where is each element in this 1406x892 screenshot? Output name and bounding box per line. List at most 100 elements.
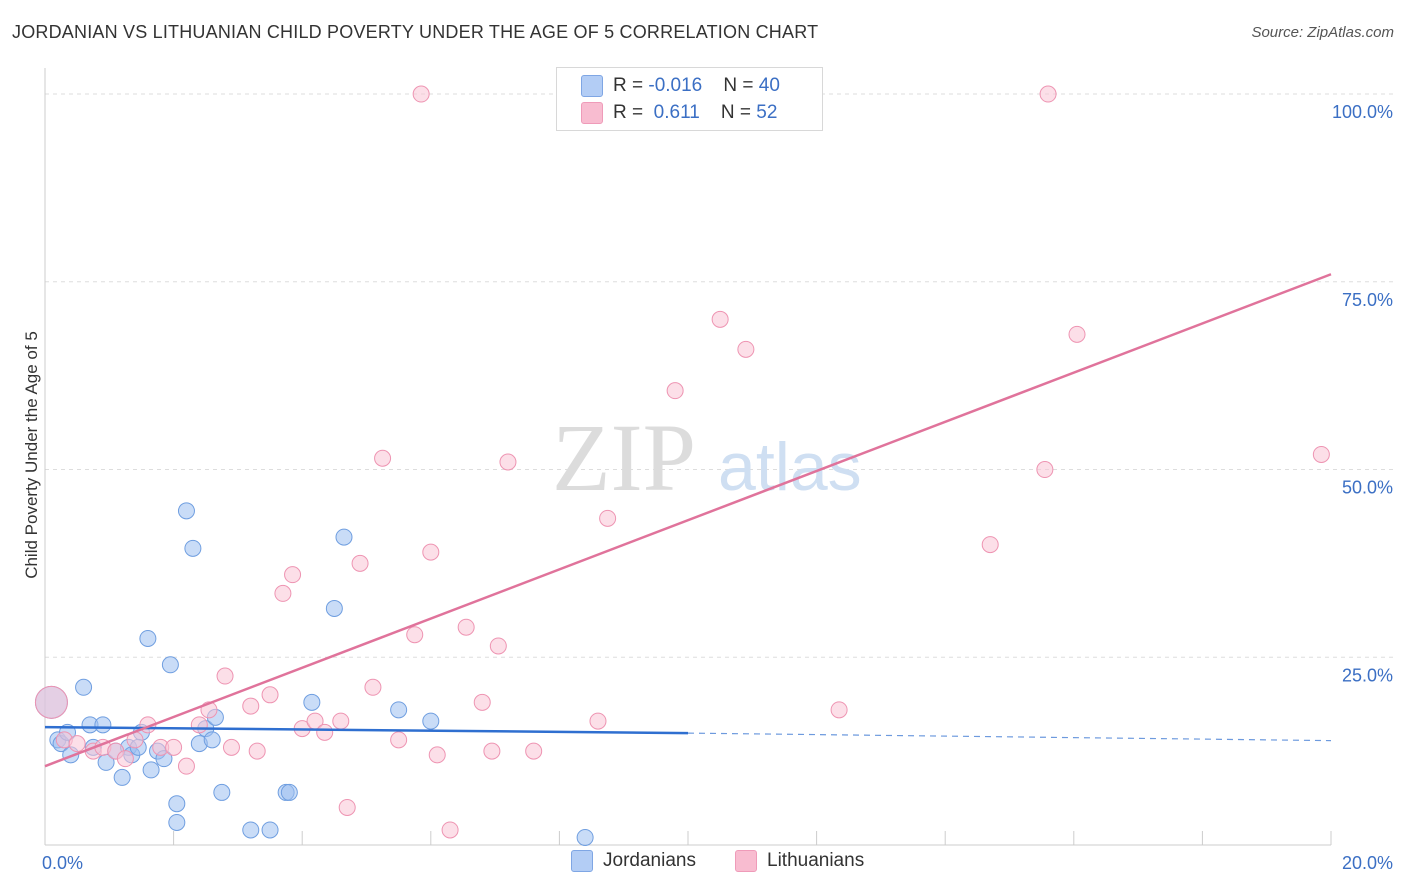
point-lithuanians xyxy=(457,618,475,636)
x-tick-label: 20.0% xyxy=(1342,853,1393,873)
point-lithuanians xyxy=(316,723,334,741)
trendline-jordanians-extension xyxy=(687,732,1332,742)
series-legend: Jordanians Lithuanians xyxy=(0,850,1406,878)
point-lithuanians xyxy=(68,735,86,753)
legend-swatch-lithuanians xyxy=(735,850,757,872)
point-jordanians xyxy=(390,701,408,719)
r-label: R = xyxy=(613,75,649,96)
point-lithuanians xyxy=(666,382,684,400)
point-jordanians xyxy=(213,783,231,801)
point-jordanians xyxy=(242,821,260,839)
point-lithuanians xyxy=(499,453,517,471)
point-lithuanians xyxy=(190,716,208,734)
point-jordanians xyxy=(161,656,179,674)
point-lithuanians xyxy=(737,340,755,358)
source-label: Source: ZipAtlas.com xyxy=(1251,24,1394,41)
points xyxy=(34,85,1330,846)
legend-label-jordanians: Jordanians xyxy=(603,850,696,871)
point-lithuanians xyxy=(406,626,424,644)
point-lithuanians xyxy=(489,637,507,655)
point-lithuanians xyxy=(261,686,279,704)
point-lithuanians xyxy=(284,566,302,584)
point-jordanians xyxy=(280,783,298,801)
point-jordanians xyxy=(168,813,186,831)
point-lithuanians xyxy=(34,685,68,719)
r-value: 0.611 xyxy=(648,102,700,123)
y-tick-label: 75.0% xyxy=(1342,290,1393,310)
point-lithuanians xyxy=(711,310,729,328)
point-lithuanians xyxy=(525,742,543,760)
r-label: R = xyxy=(613,102,649,123)
point-lithuanians xyxy=(830,701,848,719)
point-lithuanians xyxy=(1036,461,1054,479)
point-lithuanians xyxy=(216,667,234,685)
legend-swatch-lithuanians xyxy=(581,102,603,124)
point-lithuanians xyxy=(473,693,491,711)
point-lithuanians xyxy=(1068,325,1086,343)
watermark: ZIP atlas xyxy=(552,404,862,511)
point-lithuanians xyxy=(165,738,183,756)
point-lithuanians xyxy=(248,742,266,760)
legend-swatch-jordanians xyxy=(581,75,603,97)
point-lithuanians xyxy=(1039,85,1057,103)
point-jordanians xyxy=(94,716,112,734)
point-lithuanians xyxy=(390,731,408,749)
legend-label-lithuanians: Lithuanians xyxy=(767,850,865,871)
r-value: -0.016 xyxy=(648,75,703,96)
legend-item-jordanians[interactable]: Jordanians xyxy=(571,850,696,872)
n-label: N = xyxy=(720,102,757,123)
point-lithuanians xyxy=(441,821,459,839)
n-label: N = xyxy=(723,75,759,96)
point-jordanians xyxy=(142,761,160,779)
point-lithuanians xyxy=(351,554,369,572)
point-lithuanians xyxy=(242,697,260,715)
point-jordanians xyxy=(261,821,279,839)
point-lithuanians xyxy=(422,543,440,561)
point-lithuanians xyxy=(274,584,292,602)
point-jordanians xyxy=(303,693,321,711)
n-value: 40 xyxy=(758,75,780,96)
point-jordanians xyxy=(168,795,186,813)
point-lithuanians xyxy=(116,750,134,768)
point-lithuanians xyxy=(332,712,350,730)
point-lithuanians xyxy=(338,798,356,816)
point-lithuanians xyxy=(412,85,430,103)
point-jordanians xyxy=(325,599,343,617)
point-lithuanians xyxy=(428,746,446,764)
point-lithuanians xyxy=(364,678,382,696)
point-lithuanians xyxy=(589,712,607,730)
trend-lines xyxy=(44,273,1332,768)
legend-stats-lithuanians: R = 0.611 N = 52 xyxy=(613,102,777,124)
legend-item-lithuanians[interactable]: Lithuanians xyxy=(735,850,864,872)
point-lithuanians xyxy=(177,757,195,775)
point-jordanians xyxy=(139,629,157,647)
watermark-zip: ZIP xyxy=(552,404,696,511)
chart-title: JORDANIAN VS LITHUANIAN CHILD POVERTY UN… xyxy=(12,22,819,42)
point-jordanians xyxy=(203,731,221,749)
point-jordanians xyxy=(113,768,131,786)
point-lithuanians xyxy=(222,738,240,756)
tick-labels: 25.0% 50.0% 75.0% 100.0% 0.0% 20.0% xyxy=(42,102,1393,873)
point-jordanians xyxy=(422,712,440,730)
n-value: 52 xyxy=(756,102,778,123)
point-lithuanians xyxy=(483,742,501,760)
y-tick-label: 25.0% xyxy=(1342,665,1393,685)
point-jordanians xyxy=(335,528,353,546)
point-jordanians xyxy=(177,502,195,520)
point-jordanians xyxy=(184,539,202,557)
point-lithuanians xyxy=(599,509,617,527)
legend-stats-jordanians: R = -0.016 N = 40 xyxy=(613,75,780,97)
x-tick-label: 0.0% xyxy=(42,853,83,873)
point-lithuanians xyxy=(374,449,392,467)
y-tick-label: 50.0% xyxy=(1342,478,1393,498)
grid xyxy=(45,93,1395,658)
point-jordanians xyxy=(576,828,594,846)
point-jordanians xyxy=(75,678,93,696)
trendline-jordanians xyxy=(44,725,689,735)
y-tick-label: 100.0% xyxy=(1332,102,1393,122)
point-lithuanians xyxy=(981,536,999,554)
legend-swatch-jordanians xyxy=(571,850,593,872)
correlation-legend: R = -0.016 N = 40 R = 0.611 N = 52 xyxy=(556,67,823,131)
watermark-atlas: atlas xyxy=(718,429,862,505)
